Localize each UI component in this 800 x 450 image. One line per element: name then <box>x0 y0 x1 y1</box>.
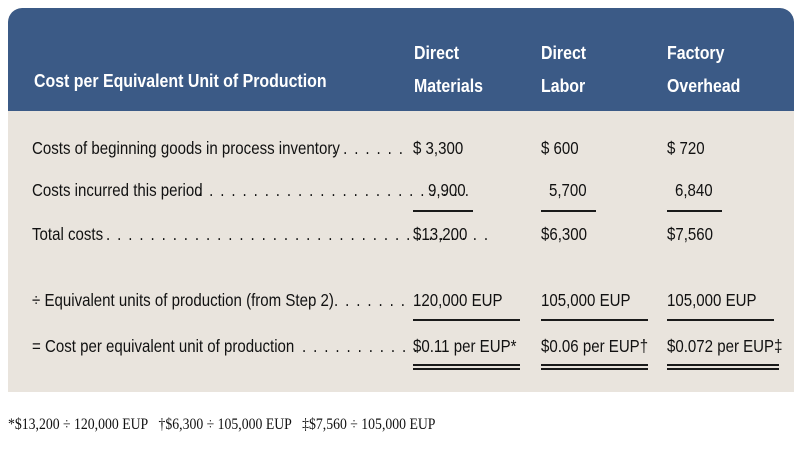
direct-materials-value: $0.11 per EUP* <box>413 336 517 356</box>
row-label: ÷ Equivalent units of production (from S… <box>32 290 334 310</box>
table-row: Costs of beginning goods in process inve… <box>8 138 794 164</box>
subtotal-underline <box>413 210 473 212</box>
factory-overhead-value: $0.072 per EUP‡ <box>667 336 783 356</box>
double-underline-top <box>541 364 648 366</box>
table-row: ÷ Equivalent units of production (from S… <box>8 290 794 316</box>
subtotal-underline <box>541 210 596 212</box>
dot-leader: . . . . . . . . . . . . . . . . . . . . … <box>106 224 490 244</box>
divisor-underline <box>667 319 774 321</box>
table-row: Total costs . . . . . . . . . . . . . . … <box>8 224 794 250</box>
row-label: Costs of beginning goods in process inve… <box>32 138 340 158</box>
footnote-overhead: ‡$7,560 ÷ 105,000 EUP <box>302 416 436 433</box>
dot-leader: . . . . . . . . . . . . . . . . . . . . … <box>198 180 471 200</box>
divisor-underline <box>541 319 648 321</box>
footnote-materials: *$13,200 ÷ 120,000 EUP <box>8 416 149 433</box>
footnotes: *$13,200 ÷ 120,000 EUP †$6,300 ÷ 105,000 … <box>8 416 435 434</box>
double-underline-top <box>667 364 779 366</box>
factory-overhead-value: $ 720 <box>667 138 705 158</box>
dot-leader: . . . . . . . <box>332 138 405 158</box>
direct-labor-value: $6,300 <box>541 224 588 244</box>
row-label: = Cost per equivalent unit of production <box>32 336 295 356</box>
factory-overhead-value: 6,840 <box>675 180 713 200</box>
column-header-factory-overhead: Factory Overhead <box>667 42 741 96</box>
row-label: Costs incurred this period <box>32 180 203 200</box>
table-row: = Cost per equivalent unit of production… <box>8 336 794 362</box>
double-underline-top <box>413 364 520 366</box>
column-header-direct-labor: Direct Labor <box>541 42 587 96</box>
row-label: Total costs <box>32 224 104 244</box>
table-row: Costs incurred this period . . . . . . .… <box>8 180 794 206</box>
direct-materials-value: 9,900 <box>428 180 466 200</box>
direct-labor-value: 5,700 <box>549 180 587 200</box>
double-underline-bottom <box>667 368 779 370</box>
factory-overhead-value: 105,000 EUP <box>667 290 757 310</box>
table-title: Cost per Equivalent Unit of Production <box>34 70 327 91</box>
dot-leader: . . . . . . . . . . . <box>302 336 419 356</box>
direct-materials-value: 120,000 EUP <box>413 290 503 310</box>
direct-labor-value: $ 600 <box>541 138 579 158</box>
direct-materials-value: $ 3,300 <box>413 138 464 158</box>
double-underline-bottom <box>541 368 648 370</box>
dot-leader: . . . . . . . <box>334 290 407 310</box>
direct-materials-value: $13,200 <box>413 224 468 244</box>
subtotal-underline <box>667 210 722 212</box>
factory-overhead-value: $7,560 <box>667 224 714 244</box>
double-underline-bottom <box>413 368 520 370</box>
column-header-direct-materials: Direct Materials <box>414 42 483 96</box>
direct-labor-value: $0.06 per EUP† <box>541 336 649 356</box>
direct-labor-value: 105,000 EUP <box>541 290 631 310</box>
cost-table: Cost per Equivalent Unit of Production D… <box>8 8 794 392</box>
divisor-underline <box>413 319 520 321</box>
table-header: Cost per Equivalent Unit of Production D… <box>8 8 794 111</box>
footnote-labor: †$6,300 ÷ 105,000 EUP <box>158 416 292 433</box>
